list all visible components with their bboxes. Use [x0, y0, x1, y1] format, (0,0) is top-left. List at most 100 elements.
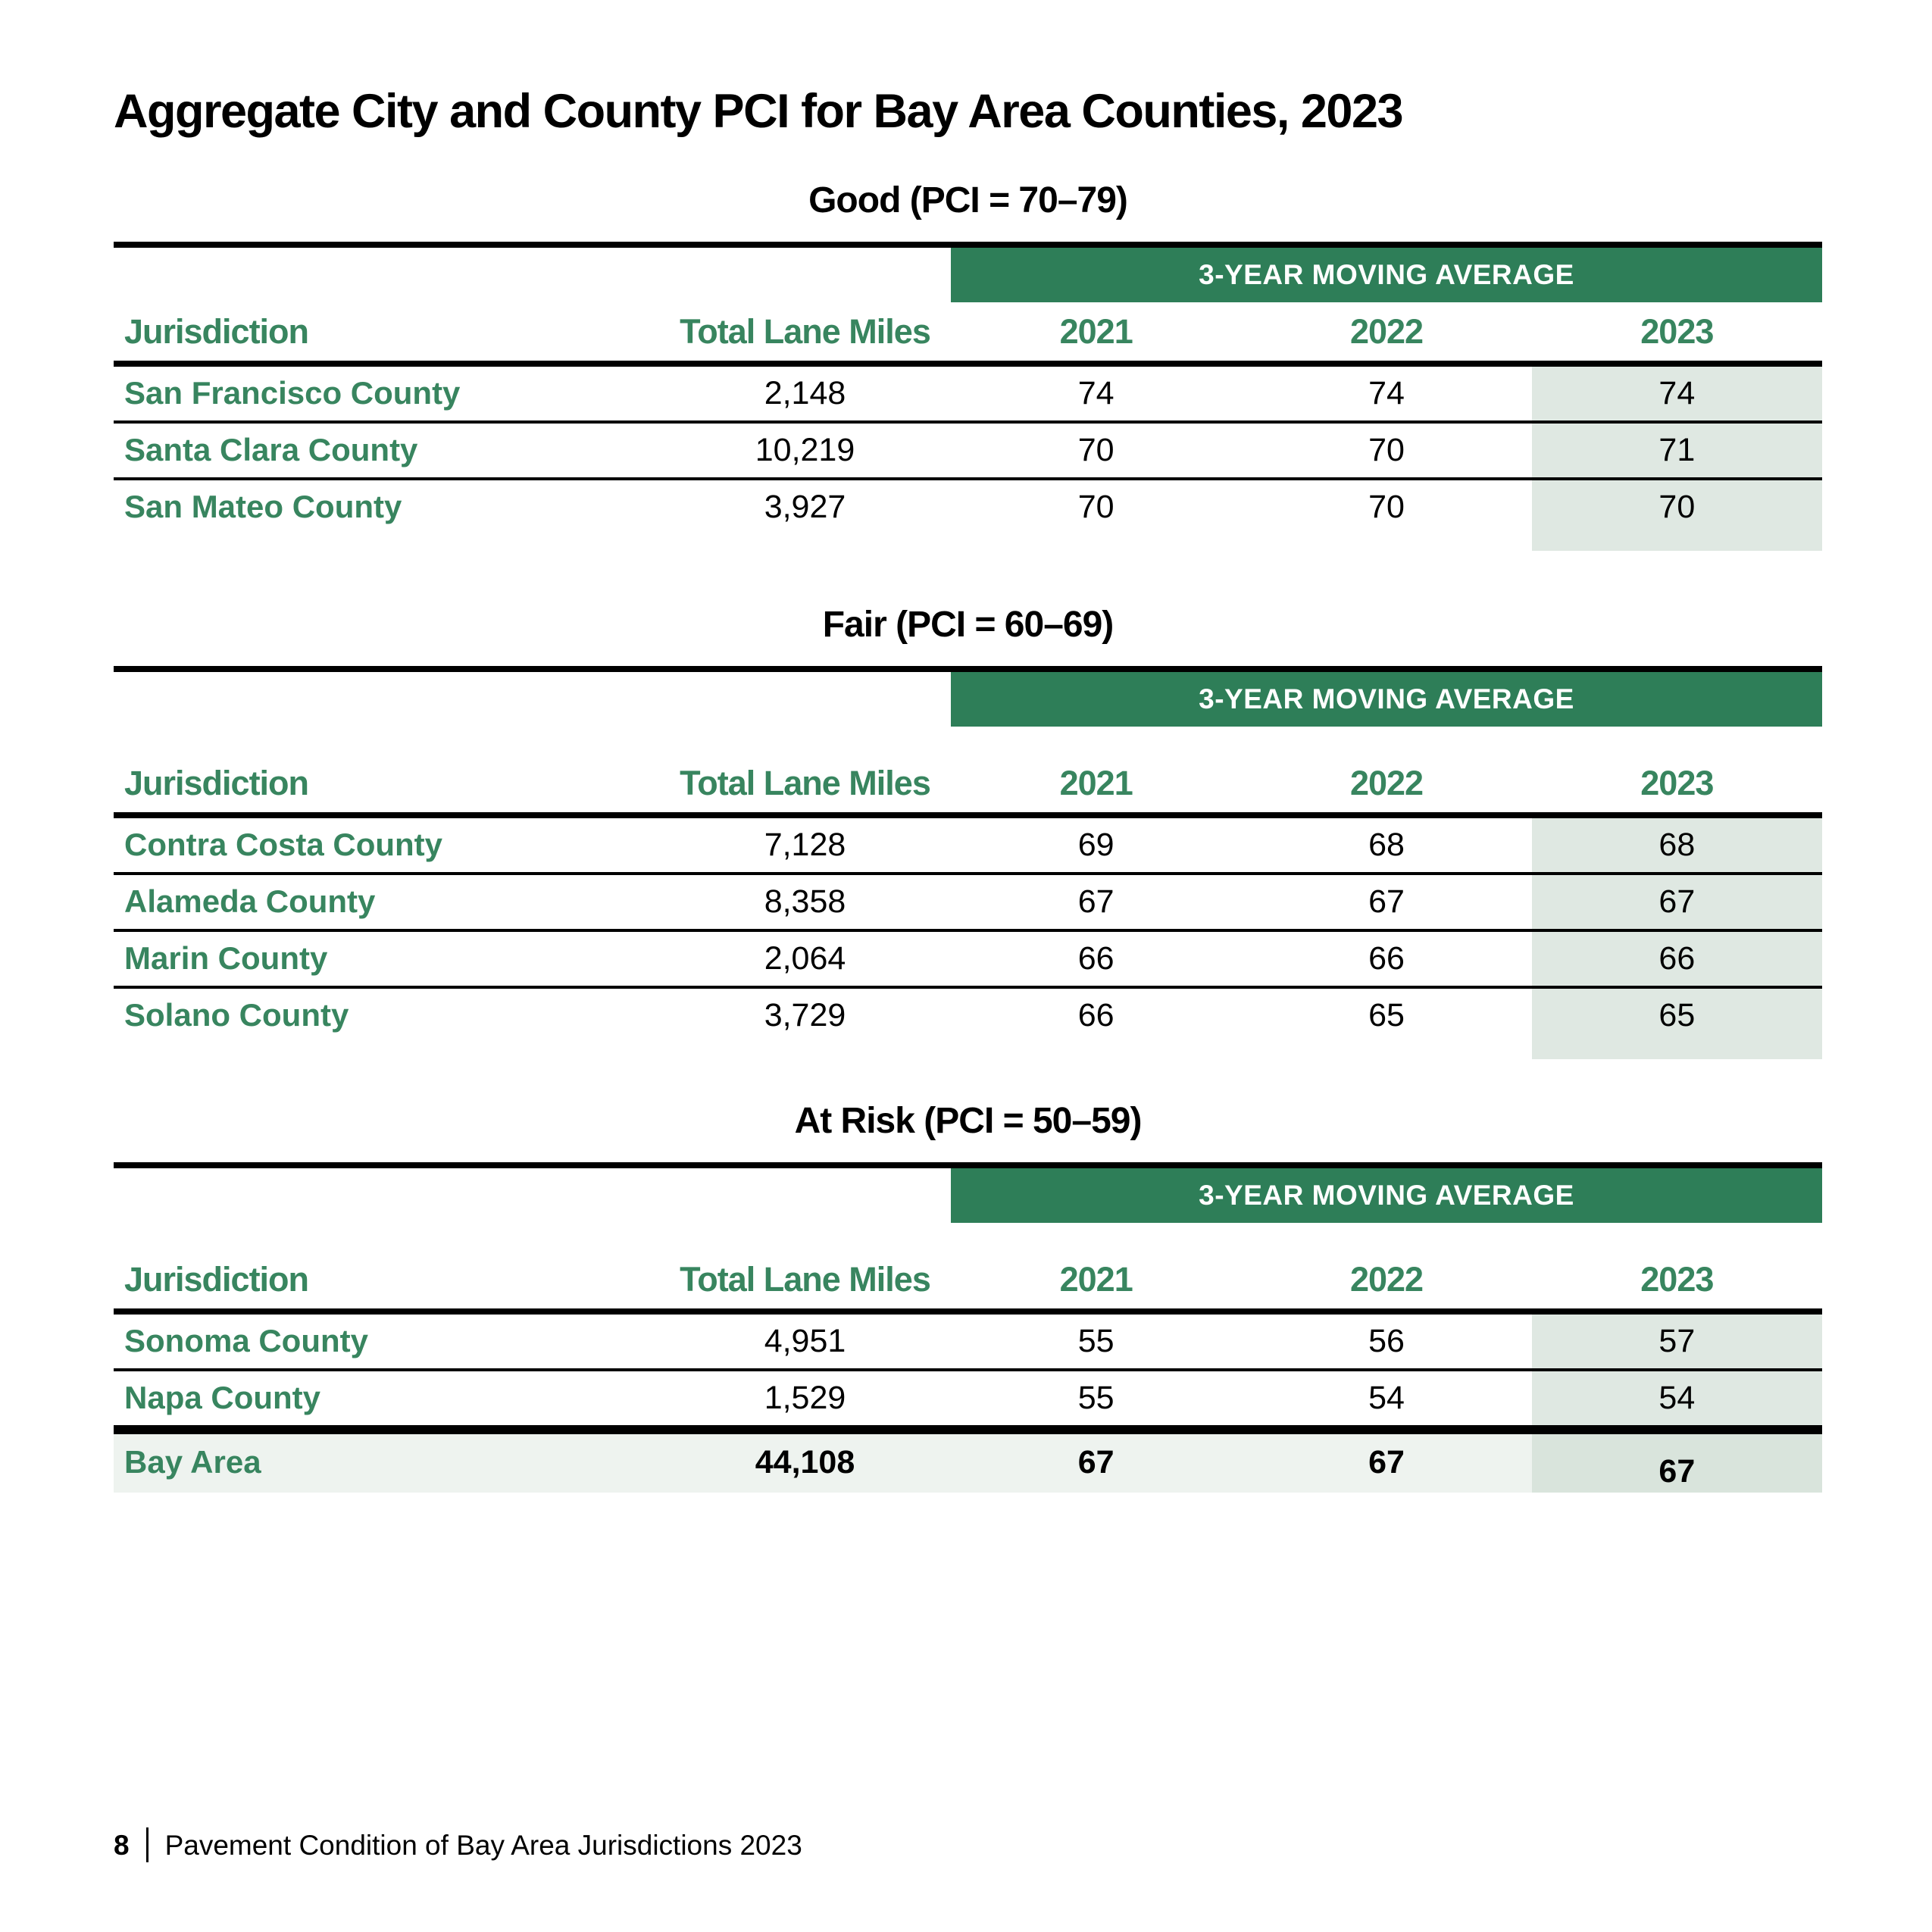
pci-2022-cell: 54 — [1241, 1368, 1532, 1430]
footer-divider — [145, 1827, 148, 1862]
column-header-2023: 2023 — [1531, 302, 1823, 367]
pci-2021-cell: 55 — [951, 1368, 1242, 1430]
section-at-risk: At Risk (PCI = 50–59) 3-YEAR MOVING AVER… — [114, 1101, 1823, 1493]
jurisdiction-cell: Alameda County — [114, 872, 659, 930]
pci-2022-cell: 68 — [1241, 814, 1532, 874]
lane-miles-cell: 4,951 — [659, 1310, 951, 1370]
jurisdiction-cell: Solano County — [114, 986, 659, 1059]
pci-2022-cell: 67 — [1241, 1425, 1532, 1493]
lane-miles-cell: 2,148 — [659, 362, 951, 422]
table-row: Marin County 2,064 66 66 66 — [114, 929, 1823, 987]
jurisdiction-cell: Bay Area — [114, 1425, 659, 1493]
column-header-jurisdiction: Jurisdiction — [114, 302, 659, 367]
lane-miles-cell: 2,064 — [659, 929, 951, 987]
pci-2023-cell: 68 — [1531, 814, 1823, 874]
pci-2022-cell: 65 — [1241, 986, 1532, 1059]
pci-2021-cell: 67 — [951, 872, 1242, 930]
column-header-jurisdiction: Jurisdiction — [114, 727, 659, 818]
column-header-2021: 2021 — [951, 727, 1242, 818]
table-row: Alameda County 8,358 67 67 67 — [114, 872, 1823, 930]
pci-2022-cell: 56 — [1241, 1310, 1532, 1370]
page-footer: 8 Pavement Condition of Bay Area Jurisdi… — [114, 1827, 802, 1862]
band-spacer — [114, 1162, 951, 1223]
table-row: Sonoma County 4,951 55 56 57 — [114, 1310, 1823, 1370]
pci-2022-cell: 70 — [1241, 477, 1532, 551]
report-page: Aggregate City and County PCI for Bay Ar… — [114, 0, 1823, 1493]
jurisdiction-cell: San Francisco County — [114, 362, 659, 422]
moving-average-band-row: 3-YEAR MOVING AVERAGE — [114, 242, 1823, 302]
band-spacer — [114, 666, 951, 727]
table-header-row: Jurisdiction Total Lane Miles 2021 2022 … — [114, 1223, 1823, 1315]
lane-miles-cell: 8,358 — [659, 872, 951, 930]
pci-2023-cell: 74 — [1531, 362, 1823, 422]
table-row: Napa County 1,529 55 54 54 — [114, 1368, 1823, 1430]
page-number: 8 — [114, 1829, 130, 1861]
lane-miles-cell: 7,128 — [659, 814, 951, 874]
pci-2023-cell: 66 — [1531, 929, 1823, 987]
jurisdiction-cell: San Mateo County — [114, 477, 659, 551]
column-header-2023: 2023 — [1531, 1223, 1823, 1315]
section-fair: Fair (PCI = 60–69) 3-YEAR MOVING AVERAGE… — [114, 605, 1823, 1059]
lane-miles-cell: 10,219 — [659, 420, 951, 479]
pci-2022-cell: 66 — [1241, 929, 1532, 987]
table-header-row: Jurisdiction Total Lane Miles 2021 2022 … — [114, 302, 1823, 367]
table-row: Santa Clara County 10,219 70 70 71 — [114, 420, 1823, 479]
moving-average-band: 3-YEAR MOVING AVERAGE — [951, 248, 1823, 302]
column-header-2021: 2021 — [951, 302, 1242, 367]
pci-2023-cell: 54 — [1531, 1368, 1823, 1430]
band-cell: 3-YEAR MOVING AVERAGE — [951, 242, 1823, 302]
column-header-2022: 2022 — [1241, 1223, 1532, 1315]
jurisdiction-cell: Napa County — [114, 1368, 659, 1430]
table-header-row: Jurisdiction Total Lane Miles 2021 2022 … — [114, 727, 1823, 818]
pci-2021-cell: 70 — [951, 477, 1242, 551]
pci-2021-cell: 66 — [951, 986, 1242, 1059]
jurisdiction-cell: Santa Clara County — [114, 420, 659, 479]
moving-average-band: 3-YEAR MOVING AVERAGE — [951, 1168, 1823, 1223]
column-header-jurisdiction: Jurisdiction — [114, 1223, 659, 1315]
section-title-good: Good (PCI = 70–79) — [808, 180, 1128, 220]
moving-average-band-row: 3-YEAR MOVING AVERAGE — [114, 666, 1823, 727]
pci-2022-cell: 70 — [1241, 420, 1532, 479]
footer-text: Pavement Condition of Bay Area Jurisdict… — [164, 1829, 802, 1861]
lane-miles-cell: 3,729 — [659, 986, 951, 1059]
table-row: San Francisco County 2,148 74 74 74 — [114, 362, 1823, 422]
pci-2021-cell: 55 — [951, 1310, 1242, 1370]
pci-table-fair: 3-YEAR MOVING AVERAGE Jurisdiction Total… — [114, 666, 1823, 1059]
pci-2023-cell: 71 — [1531, 420, 1823, 479]
pci-table-at-risk: 3-YEAR MOVING AVERAGE Jurisdiction Total… — [114, 1162, 1823, 1493]
bay-area-summary-row: Bay Area 44,108 67 67 67 — [114, 1425, 1823, 1493]
lane-miles-cell: 44,108 — [659, 1425, 951, 1493]
section-good: Good (PCI = 70–79) 3-YEAR MOVING AVERAGE… — [114, 180, 1823, 551]
section-title-at-risk: At Risk (PCI = 50–59) — [794, 1101, 1143, 1141]
section-title-fair: Fair (PCI = 60–69) — [822, 605, 1114, 645]
jurisdiction-cell: Marin County — [114, 929, 659, 987]
column-header-lane-miles: Total Lane Miles — [659, 302, 951, 367]
column-header-2021: 2021 — [951, 1223, 1242, 1315]
table-row: San Mateo County 3,927 70 70 70 — [114, 477, 1823, 551]
moving-average-band-row: 3-YEAR MOVING AVERAGE — [114, 1162, 1823, 1223]
pci-2023-cell: 57 — [1531, 1310, 1823, 1370]
pci-2023-cell: 70 — [1531, 477, 1823, 551]
pci-2023-cell: 65 — [1531, 986, 1823, 1059]
table-row: Contra Costa County 7,128 69 68 68 — [114, 814, 1823, 874]
pci-2021-cell: 69 — [951, 814, 1242, 874]
pci-2021-cell: 67 — [951, 1425, 1242, 1493]
band-cell: 3-YEAR MOVING AVERAGE — [951, 1162, 1823, 1223]
band-spacer — [114, 242, 951, 302]
column-header-2022: 2022 — [1241, 727, 1532, 818]
column-header-lane-miles: Total Lane Miles — [659, 1223, 951, 1315]
table-row: Solano County 3,729 66 65 65 — [114, 986, 1823, 1059]
pci-2023-cell: 67 — [1531, 1425, 1823, 1493]
jurisdiction-cell: Contra Costa County — [114, 814, 659, 874]
band-cell: 3-YEAR MOVING AVERAGE — [951, 666, 1823, 727]
jurisdiction-cell: Sonoma County — [114, 1310, 659, 1370]
pci-2021-cell: 70 — [951, 420, 1242, 479]
pci-2022-cell: 67 — [1241, 872, 1532, 930]
column-header-lane-miles: Total Lane Miles — [659, 727, 951, 818]
lane-miles-cell: 3,927 — [659, 477, 951, 551]
pci-2022-cell: 74 — [1241, 362, 1532, 422]
column-header-2023: 2023 — [1531, 727, 1823, 818]
pci-2021-cell: 66 — [951, 929, 1242, 987]
page-title: Aggregate City and County PCI for Bay Ar… — [114, 85, 1404, 138]
moving-average-band: 3-YEAR MOVING AVERAGE — [951, 672, 1823, 727]
